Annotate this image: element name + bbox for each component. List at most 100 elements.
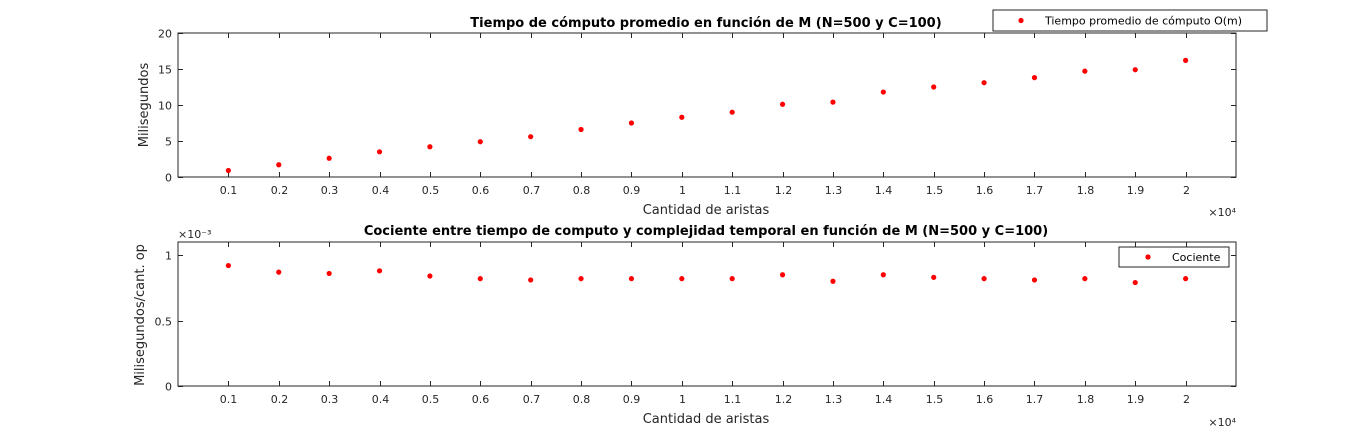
chart-2-points [225,262,1189,286]
chart-2-plot-area: 0.1 0.2 0.3 0.4 0.5 0.6 0.7 0.8 0.9 1 1.1 1.2 1.3 1.4… [155,241,1237,406]
data-point [628,120,635,126]
x-tick-label: 0.7 [523,393,541,406]
x-tick-label: 0.6 [472,184,490,197]
x-tick-label: 1.9 [1127,393,1145,406]
chart-1-points [225,57,1189,174]
data-point [981,276,987,282]
y-tick-label: 10 [158,100,172,113]
data-point [326,270,332,277]
y-tick-label: 5 [165,136,172,149]
x-tick-label: 1.4 [875,184,893,197]
chart-2-x-exponent: ×10⁴ [1208,416,1236,429]
chart-2-legend-label: Cociente [1172,251,1221,264]
data-point [931,84,937,90]
data-point [628,276,635,282]
x-tick-label: 0.5 [422,393,440,406]
data-point [477,139,483,145]
data-point [427,273,433,279]
data-point [779,272,786,278]
chart-2-legend: Cociente [1118,246,1230,268]
x-tick-label: 0.1 [220,393,238,406]
data-point [779,101,786,107]
data-point [225,262,231,269]
chart-2-legend-box [1118,246,1230,268]
chart-2-x-ticks: 0.1 0.2 0.3 0.4 0.5 0.6 0.7 0.8 0.9 1 1.1 1.2 1.3 1.4… [220,242,1190,406]
x-tick-label: 1.7 [1026,184,1044,197]
chart-2-y-exponent: ×10⁻³ [178,228,211,241]
data-point [376,149,383,155]
chart-1-y-axis-label: Milisegundos [137,63,152,148]
data-point [1031,277,1038,283]
data-point [729,109,735,115]
y-tick-label: 0 [165,381,172,394]
chart-1-x-ticks: 0.1 0.2 0.3 0.4 0.5 0.6 0.7 0.8 0.9 1 1.1 1.2 1.3 1.4… [220,33,1190,197]
data-point [729,276,735,282]
chart-1-y-ticks: 0 5 10 15 20 [158,28,1236,185]
data-point [578,276,584,282]
x-tick-label: 2 [1183,393,1190,406]
data-point [1031,75,1038,81]
chart-2: Cociente entre tiempo de computo y compl… [133,224,1237,429]
chart-1: Tiempo de cómputo promedio en función de… [137,9,1268,219]
data-point [830,278,836,284]
data-point [1132,279,1138,286]
x-tick-label: 1.1 [724,393,742,406]
chart-1-x-exponent: ×10⁴ [1208,206,1236,219]
x-tick-label: 0.4 [372,184,390,197]
chart-1-legend-marker [1018,17,1024,24]
x-tick-label: 1.2 [775,393,793,406]
data-point [931,274,937,280]
x-tick-label: 1 [679,393,686,406]
data-point [981,80,987,86]
data-point [679,276,685,282]
x-tick-label: 1.3 [825,393,843,406]
data-point [1082,68,1088,74]
x-tick-label: 0.9 [623,184,641,197]
x-tick-label: 0.9 [623,393,641,406]
chart-1-legend: Tiempo promedio de cómputo O(m) [992,9,1268,32]
data-point [326,155,332,161]
chart-2-legend-marker [1145,254,1151,260]
chart-1-legend-box [992,9,1268,32]
chart-1-title: Tiempo de cómputo promedio en función de… [470,16,941,31]
chart-2-y-axis-label: Milisegundos/cant. op [133,244,148,386]
x-tick-label: 0.8 [573,393,591,406]
data-point [528,134,534,140]
data-point [276,162,282,168]
x-tick-label: 0.1 [220,184,238,197]
chart-2-x-axis-label: Cantidad de aristas [643,412,770,427]
y-tick-label: 20 [158,28,172,41]
x-tick-label: 0.6 [472,393,490,406]
x-tick-label: 0.8 [573,184,591,197]
data-point [427,144,433,150]
data-point [376,268,383,274]
x-tick-label: 1.9 [1127,184,1145,197]
x-tick-label: 0.3 [321,393,339,406]
data-point [1132,67,1138,73]
x-tick-label: 1.1 [724,184,742,197]
chart-2-y-ticks: 00.51 [155,250,1236,394]
x-tick-label: 0.5 [422,184,440,197]
x-tick-label: 1.5 [926,393,944,406]
x-tick-label: 1.6 [976,393,994,406]
data-point [528,277,534,283]
data-point [830,99,836,105]
data-point [1082,276,1088,282]
x-tick-label: 1.6 [976,184,994,197]
data-point [1183,57,1189,63]
x-tick-label: 0.2 [271,184,289,197]
x-tick-label: 1.3 [825,184,843,197]
data-point [1183,276,1189,282]
x-tick-label: 1.4 [875,393,893,406]
x-tick-label: 2 [1183,184,1190,197]
x-tick-label: 0.3 [321,184,339,197]
x-tick-label: 1.2 [775,184,793,197]
y-tick-label: 0 [165,172,172,185]
data-point [578,126,584,133]
data-point [477,276,483,282]
data-point [880,272,886,278]
x-tick-label: 1.8 [1077,393,1095,406]
y-tick-label: 15 [158,64,172,77]
